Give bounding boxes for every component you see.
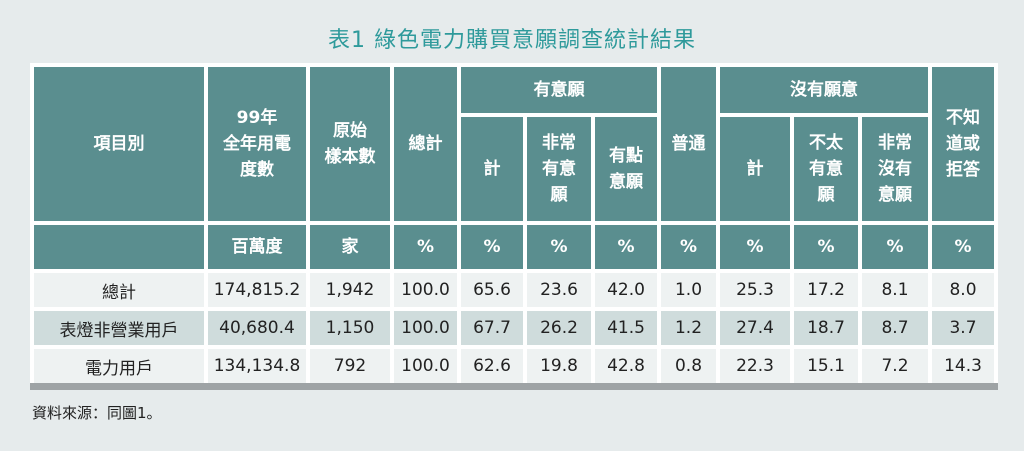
unit-cell: % <box>862 225 929 269</box>
header-unwilling-total: 計 <box>720 117 791 221</box>
cell-value: 1.0 <box>661 273 717 307</box>
survey-table: 項目別 99年 全年用電 度數 原始 樣本數 總計 有意願 普通 沒有願意 不知 道或拒… <box>30 63 998 390</box>
cell-value: 100.0 <box>394 311 457 345</box>
cell-value: 15.1 <box>794 349 859 383</box>
cell-value: 7.2 <box>862 349 929 383</box>
unit-cell: % <box>595 225 658 269</box>
cell-value: 65.6 <box>461 273 523 307</box>
header-somewhat-willing: 有點 意願 <box>595 117 658 221</box>
cell-value: 1.2 <box>661 311 717 345</box>
cell-value: 40,680.4 <box>208 311 306 345</box>
cell-value: 134,134.8 <box>208 349 306 383</box>
header-samples: 原始 樣本數 <box>310 67 390 221</box>
row-label: 電力用戶 <box>34 349 204 383</box>
cell-value: 0.8 <box>661 349 717 383</box>
row-label: 總計 <box>34 273 204 307</box>
header-unwilling: 沒有願意 <box>720 67 929 113</box>
cell-value: 27.4 <box>720 311 791 345</box>
cell-value: 67.7 <box>461 311 523 345</box>
unit-cell: % <box>527 225 591 269</box>
cell-value: 8.1 <box>862 273 929 307</box>
unit-cell: % <box>661 225 717 269</box>
header-neutral: 普通 <box>661 67 717 221</box>
unit-cell: % <box>932 225 995 269</box>
header-usage: 99年 全年用電 度數 <box>208 67 306 221</box>
unit-cell: 家 <box>310 225 390 269</box>
cell-value: 1,942 <box>310 273 390 307</box>
table-row: 電力用戶 134,134.8 792 100.0 62.6 19.8 42.8 0.8 22.3… <box>34 349 995 383</box>
cell-value: 17.2 <box>794 273 859 307</box>
cell-value: 62.6 <box>461 349 523 383</box>
table-row: 表燈非營業用戶 40,680.4 1,150 100.0 67.7 26.2 41.5 1.2… <box>34 311 995 345</box>
unit-cell: 百萬度 <box>208 225 306 269</box>
cell-value: 26.2 <box>527 311 591 345</box>
unit-cell: % <box>720 225 791 269</box>
cell-value: 100.0 <box>394 349 457 383</box>
unit-cell: % <box>461 225 523 269</box>
unit-blank <box>34 225 204 269</box>
cell-value: 792 <box>310 349 390 383</box>
cell-value: 22.3 <box>720 349 791 383</box>
cell-value: 25.3 <box>720 273 791 307</box>
header-very-willing: 非常 有意願 <box>527 117 591 221</box>
cell-value: 18.7 <box>794 311 859 345</box>
header-not-very-willing: 不太 有意願 <box>794 117 859 221</box>
header-willing-total: 計 <box>461 117 523 221</box>
cell-value: 41.5 <box>595 311 658 345</box>
cell-value: 1,150 <box>310 311 390 345</box>
cell-value: 23.6 <box>527 273 591 307</box>
row-label: 表燈非營業用戶 <box>34 311 204 345</box>
cell-value: 42.0 <box>595 273 658 307</box>
header-willing: 有意願 <box>461 67 658 113</box>
header-total: 總計 <box>394 67 457 221</box>
header-very-unwilling: 非常 沒有 意願 <box>862 117 929 221</box>
table-row: 總計 174,815.2 1,942 100.0 65.6 23.6 42.0 1.0 25.3… <box>34 273 995 307</box>
cell-value: 19.8 <box>527 349 591 383</box>
cell-value: 8.0 <box>932 273 995 307</box>
cell-value: 8.7 <box>862 311 929 345</box>
header-unknown: 不知 道或 拒答 <box>932 67 995 221</box>
source-note: 資料來源：同圖1。 <box>32 404 162 422</box>
table-title: 表1 綠色電力購買意願調查統計結果 <box>328 28 696 53</box>
cell-value: 100.0 <box>394 273 457 307</box>
table-bottom-bar <box>30 383 998 390</box>
cell-value: 14.3 <box>932 349 995 383</box>
unit-cell: % <box>794 225 859 269</box>
unit-cell: % <box>394 225 457 269</box>
cell-value: 174,815.2 <box>208 273 306 307</box>
cell-value: 42.8 <box>595 349 658 383</box>
cell-value: 3.7 <box>932 311 995 345</box>
header-item: 項目別 <box>34 67 204 221</box>
